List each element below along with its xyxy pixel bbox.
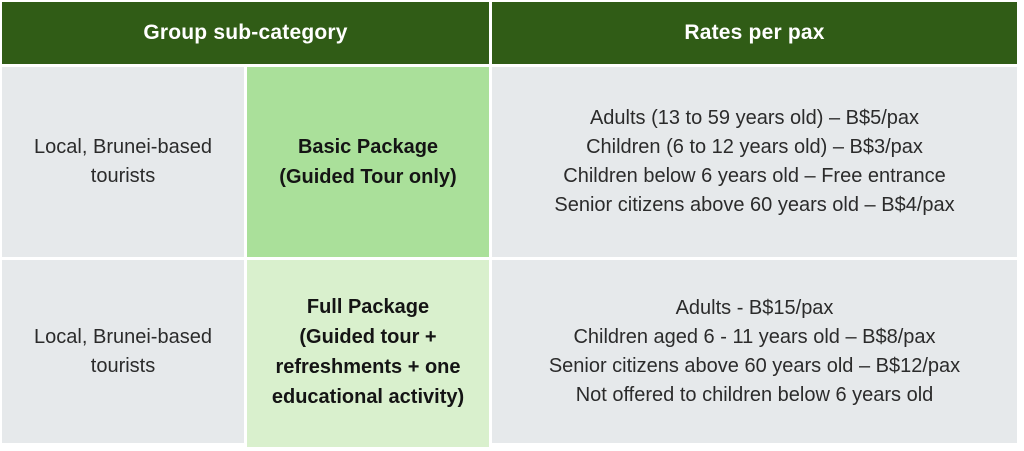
package-name: Basic Package xyxy=(297,136,439,158)
package-label: Basic Package (Guided Tour only) xyxy=(263,132,472,192)
package-detail: (Guided Tour only) xyxy=(279,166,457,188)
header-cell-rates-per-pax: Rates per pax xyxy=(492,2,1017,64)
package-detail: (Guided tour + refreshments + one educat… xyxy=(271,325,465,408)
rates-table: Group sub-category Rates per pax Local, … xyxy=(2,2,1017,447)
rate-line: Children below 6 years old – Free entran… xyxy=(563,165,946,187)
row-basic-rates-cell: Adults (13 to 59 years old) – B$5/pax Ch… xyxy=(492,67,1017,257)
rate-line: Children aged 6 - 11 years old – B$8/pax xyxy=(573,325,936,348)
package-name: Full Package xyxy=(306,295,430,318)
category-label: Local, Brunei-based tourists xyxy=(34,325,212,377)
rate-line: Adults (13 to 59 years old) – B$5/pax xyxy=(589,107,920,129)
package-label: Full Package (Guided tour + refreshments… xyxy=(247,292,489,412)
row-basic-package-cell: Basic Package (Guided Tour only) xyxy=(247,67,489,257)
row-full-package-cell: Full Package (Guided tour + refreshments… xyxy=(247,260,489,447)
header-label-group-sub-category: Group sub-category xyxy=(143,21,348,44)
header-label-rates-per-pax: Rates per pax xyxy=(684,21,825,44)
rate-line: Children (6 to 12 years old) – B$3/pax xyxy=(586,136,923,158)
row-basic-category-cell: Local, Brunei-based tourists xyxy=(2,67,244,257)
category-label: Local, Brunei-based tourists xyxy=(34,136,212,187)
row-full-category-cell: Local, Brunei-based tourists xyxy=(2,260,244,443)
rate-line: Adults - B$15/pax xyxy=(675,296,834,319)
row-full-rates-cell: Adults - B$15/pax Children aged 6 - 11 y… xyxy=(492,260,1017,443)
header-cell-group-sub-category: Group sub-category xyxy=(2,2,489,64)
rate-line: Not offered to children below 6 years ol… xyxy=(575,383,934,406)
rate-line: Senior citizens above 60 years old – B$4… xyxy=(554,194,955,216)
rate-line: Senior citizens above 60 years old – B$1… xyxy=(548,354,961,377)
